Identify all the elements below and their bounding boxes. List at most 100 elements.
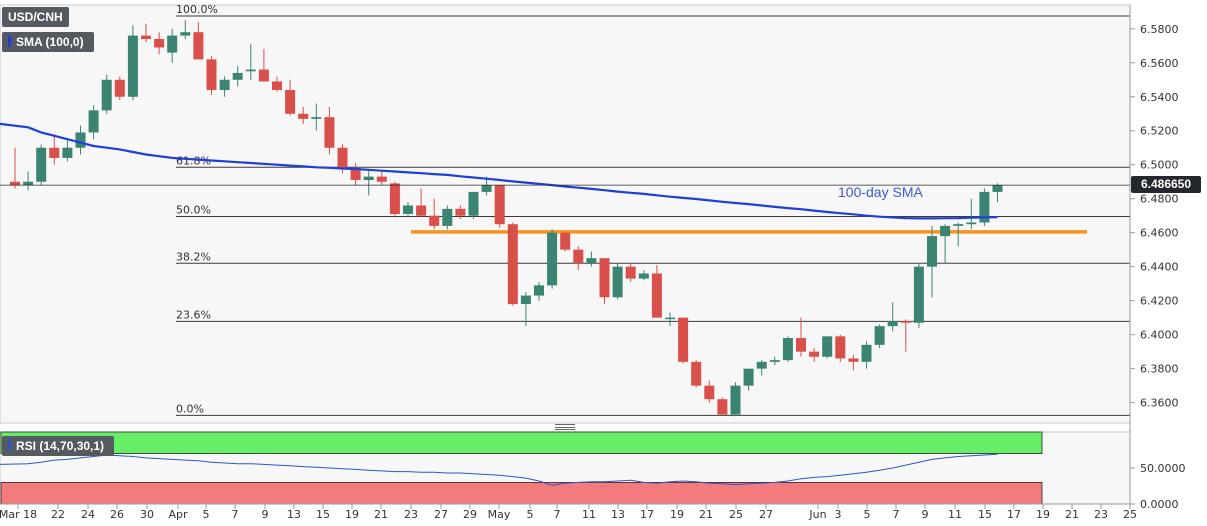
candle[interactable] [534, 281, 544, 301]
candle[interactable] [599, 258, 610, 305]
candle[interactable] [874, 324, 885, 349]
candle-body[interactable] [900, 321, 911, 323]
candle[interactable] [36, 144, 47, 186]
candle[interactable] [23, 171, 34, 191]
candle[interactable] [822, 336, 833, 359]
candle-body[interactable] [665, 317, 675, 320]
candle[interactable] [913, 263, 924, 328]
candle-body[interactable] [442, 208, 453, 226]
candle[interactable] [625, 263, 636, 282]
candle[interactable] [311, 103, 322, 131]
sma-100-line[interactable] [0, 122, 998, 220]
candle-body[interactable] [429, 215, 440, 226]
candle[interactable] [49, 134, 60, 165]
candle-body[interactable] [730, 385, 741, 415]
candle[interactable] [560, 232, 571, 252]
candle[interactable] [547, 229, 558, 289]
candle-body[interactable] [167, 35, 178, 53]
candle-body[interactable] [953, 224, 964, 226]
candle-body[interactable] [612, 266, 623, 298]
candle[interactable] [520, 292, 531, 327]
candle-body[interactable] [311, 117, 322, 119]
indicator-tag[interactable]: SMA (100,0) [2, 32, 94, 52]
candle-body[interactable] [75, 132, 86, 148]
candle[interactable] [232, 66, 243, 87]
candle-body[interactable] [769, 360, 780, 362]
candle-body[interactable] [822, 336, 833, 357]
candle[interactable] [717, 397, 728, 415]
candle-body[interactable] [88, 110, 99, 133]
candle[interactable] [756, 360, 767, 376]
candle-body[interactable] [36, 147, 47, 182]
candle-body[interactable] [154, 38, 165, 48]
candle[interactable] [272, 76, 282, 92]
candle[interactable] [651, 264, 662, 318]
candle[interactable] [258, 49, 269, 82]
candle[interactable] [927, 225, 937, 298]
candle[interactable] [573, 246, 584, 271]
candle-body[interactable] [389, 183, 400, 214]
candle-body[interactable] [560, 232, 571, 250]
candle-body[interactable] [468, 191, 479, 216]
rsi-line[interactable] [0, 453, 998, 486]
candle[interactable] [154, 32, 165, 55]
candle-body[interactable] [363, 176, 374, 181]
candle[interactable] [743, 368, 754, 391]
candle-body[interactable] [782, 338, 793, 361]
candle[interactable] [455, 205, 466, 220]
candle[interactable] [442, 205, 453, 230]
candle[interactable] [75, 125, 86, 155]
candle[interactable] [62, 139, 73, 162]
candle[interactable] [88, 105, 99, 140]
candle-body[interactable] [232, 72, 243, 80]
candle-body[interactable] [638, 273, 649, 279]
candle-body[interactable] [101, 79, 112, 111]
candle[interactable] [966, 198, 977, 230]
candle[interactable] [127, 25, 138, 101]
candle-body[interactable] [193, 32, 204, 60]
candle[interactable] [193, 21, 204, 60]
candle-body[interactable] [651, 273, 662, 318]
candle-body[interactable] [743, 368, 754, 386]
candle[interactable] [704, 380, 715, 403]
candle-body[interactable] [285, 89, 296, 114]
candle-body[interactable] [573, 249, 584, 264]
candle[interactable] [507, 222, 518, 306]
candle-body[interactable] [913, 266, 924, 323]
candle-body[interactable] [756, 361, 767, 369]
candle[interactable] [468, 191, 479, 220]
candle[interactable] [206, 55, 217, 96]
candle[interactable] [665, 312, 675, 327]
candle-body[interactable] [586, 258, 597, 264]
candle-body[interactable] [376, 176, 387, 182]
candle-body[interactable] [324, 117, 335, 148]
candle-body[interactable] [547, 232, 558, 286]
candle-body[interactable] [494, 185, 505, 225]
candle[interactable] [953, 222, 964, 247]
candle-body[interactable] [678, 317, 689, 362]
candle-body[interactable] [796, 338, 806, 352]
candle-body[interactable] [350, 168, 361, 181]
candle[interactable] [10, 147, 20, 189]
candle[interactable] [114, 76, 125, 101]
candle[interactable] [900, 319, 911, 352]
candle-body[interactable] [62, 147, 73, 158]
candle[interactable] [101, 74, 112, 114]
candle[interactable] [940, 224, 951, 264]
price-panel[interactable] [0, 4, 1131, 424]
candle-body[interactable] [927, 236, 937, 267]
candle-body[interactable] [481, 185, 492, 192]
candle-body[interactable] [887, 321, 898, 327]
candle[interactable] [350, 163, 361, 186]
candle[interactable] [887, 302, 898, 332]
candle[interactable] [245, 44, 256, 80]
candle-body[interactable] [520, 295, 531, 305]
candle-body[interactable] [507, 224, 518, 305]
candle[interactable] [730, 382, 741, 417]
candle-body[interactable] [258, 69, 269, 82]
candle[interactable] [180, 20, 191, 39]
candle[interactable] [586, 251, 597, 267]
candle-body[interactable] [992, 185, 1003, 192]
candle-body[interactable] [625, 266, 636, 279]
candle-body[interactable] [337, 147, 348, 169]
